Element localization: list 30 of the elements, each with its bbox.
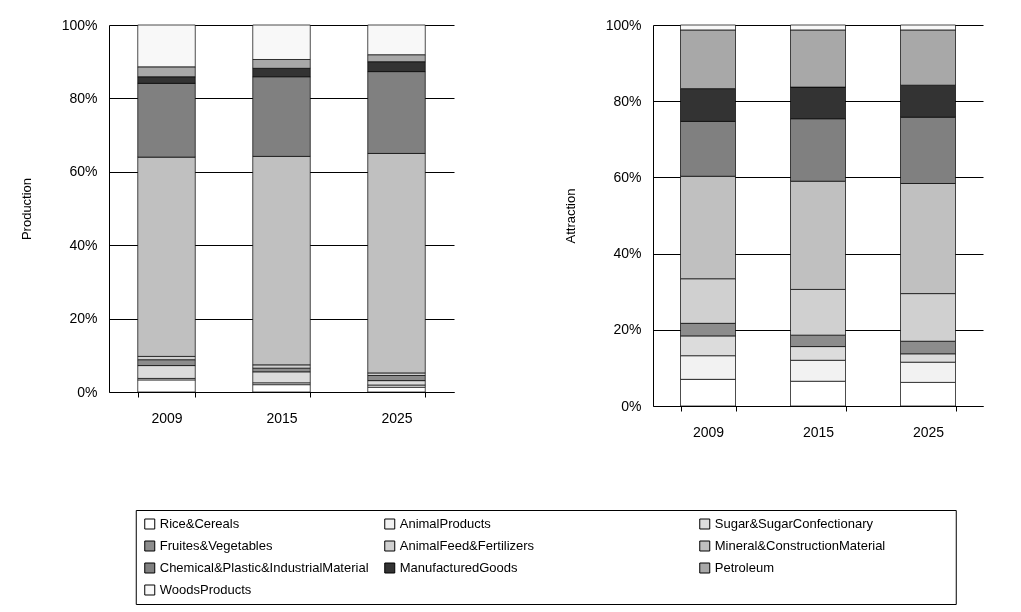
legend-label: Mineral&ConstructionMaterial [714,538,886,553]
y-tick-label: 80% [69,89,98,106]
x-tick-label: 2015 [802,423,835,440]
legend-label: AnimalProducts [399,516,492,531]
y-tick-label: 20% [69,310,98,327]
x-tick-label: 2025 [381,409,413,426]
legend-label: ManufacturedGoods [399,560,519,575]
y-tick-label: 0% [77,383,98,400]
y-tick-label: 0% [621,397,642,414]
legend-label: Rice&Cereals [159,516,240,531]
x-tick-label: 2009 [692,423,725,440]
y-axis-title: Attraction [562,188,578,244]
y-tick-label: 80% [613,92,642,109]
y-tick-label: 60% [69,163,98,180]
legend-label: Fruites&Vegetables [159,538,273,553]
legend-label: Sugar&SugarConfectionary [714,516,874,531]
y-axis-title: Production [18,177,34,241]
y-tick-label: 100% [605,16,642,33]
y-tick-label: 40% [613,245,642,262]
legend-label: Chemical&Plastic&IndustrialMaterial [159,560,369,575]
legend-label: AnimalFeed&Fertilizers [399,538,535,553]
x-tick-label: 2015 [266,409,298,426]
x-tick-label: 2025 [912,423,945,440]
legend-label: WoodsProducts [159,582,252,597]
y-tick-label: 20% [613,321,642,338]
y-tick-label: 40% [69,236,98,253]
legend-label: Petroleum [714,560,774,575]
y-tick-label: 100% [61,16,98,33]
y-tick-label: 60% [613,168,642,185]
x-tick-label: 2009 [151,409,183,426]
